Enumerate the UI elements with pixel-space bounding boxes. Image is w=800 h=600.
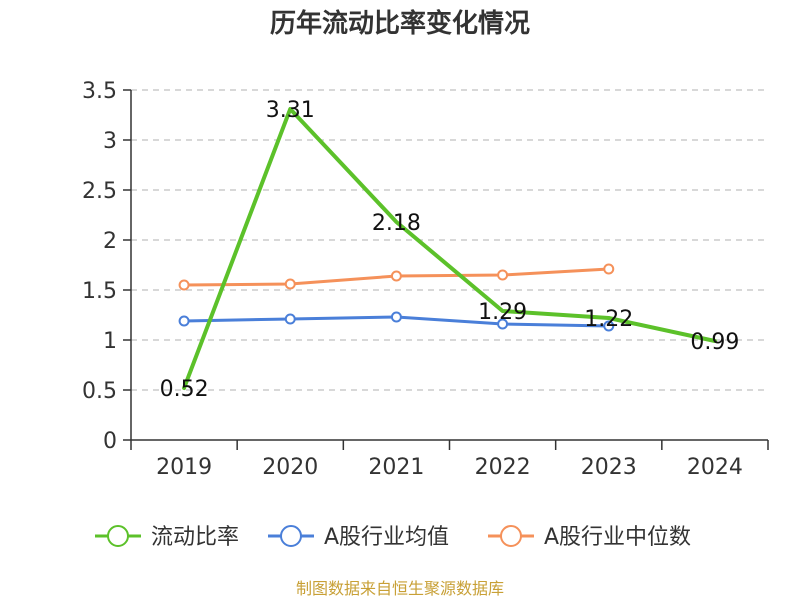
grid xyxy=(131,89,768,391)
data-point[interactable] xyxy=(390,311,402,323)
x-tick-label: 2020 xyxy=(262,455,318,480)
x-tick-label: 2019 xyxy=(156,455,212,480)
x-tick-label: 2023 xyxy=(581,455,637,480)
data-point[interactable] xyxy=(178,315,190,327)
data-point[interactable] xyxy=(284,313,296,325)
legend-item[interactable]: 流动比率 xyxy=(95,525,239,550)
axes: 0 0.5 1 1.5 2 2.5 3 3.5 2019 2020 2021 2022 2023 2024 xyxy=(82,79,769,480)
data-point[interactable] xyxy=(390,270,402,282)
data-point[interactable] xyxy=(178,279,190,291)
legend-swatch-marker xyxy=(500,525,522,547)
data-point[interactable] xyxy=(497,269,509,281)
legend-label: 流动比率 xyxy=(151,525,239,550)
data-point[interactable] xyxy=(284,278,296,290)
x-tick-label: 2021 xyxy=(368,455,424,480)
data-point[interactable] xyxy=(603,320,615,332)
data-label: 0.52 xyxy=(160,377,209,402)
legend-swatch-marker xyxy=(280,525,302,547)
data-label: 1.22 xyxy=(584,307,633,332)
x-tick-label: 2022 xyxy=(475,455,531,480)
data-label: 3.31 xyxy=(266,98,315,123)
legend-item[interactable]: A股行业均值 xyxy=(268,525,449,550)
legend-label: A股行业中位数 xyxy=(544,525,691,550)
data-label: 1.29 xyxy=(478,300,527,325)
data-labels: 0.52 3.31 2.18 1.29 1.22 0.99 xyxy=(160,98,740,402)
data-point[interactable] xyxy=(497,318,509,330)
y-tick-label: 0.5 xyxy=(82,379,117,404)
y-tick-label: 2 xyxy=(103,229,117,254)
source-note: 制图数据来自恒生聚源数据库 xyxy=(296,579,504,598)
legend-label: A股行业均值 xyxy=(324,525,449,550)
chart-title: 历年流动比率变化情况 xyxy=(270,8,530,39)
legend[interactable]: 流动比率 A股行业均值 A股行业中位数 xyxy=(95,525,691,550)
series xyxy=(178,107,717,390)
y-tick-label: 1 xyxy=(103,329,117,354)
legend-item[interactable]: A股行业中位数 xyxy=(488,525,691,550)
x-tick-label: 2024 xyxy=(687,455,743,480)
legend-swatch-marker xyxy=(107,525,129,547)
y-tick-label: 0 xyxy=(103,429,117,454)
y-tick-label: 3 xyxy=(103,129,117,154)
data-label: 0.99 xyxy=(690,330,739,355)
data-point[interactable] xyxy=(603,263,615,275)
y-tick-label: 1.5 xyxy=(82,279,117,304)
series-line xyxy=(182,107,717,390)
data-label: 2.18 xyxy=(372,211,421,236)
y-tick-label: 2.5 xyxy=(82,179,117,204)
y-tick-label: 3.5 xyxy=(82,79,117,104)
